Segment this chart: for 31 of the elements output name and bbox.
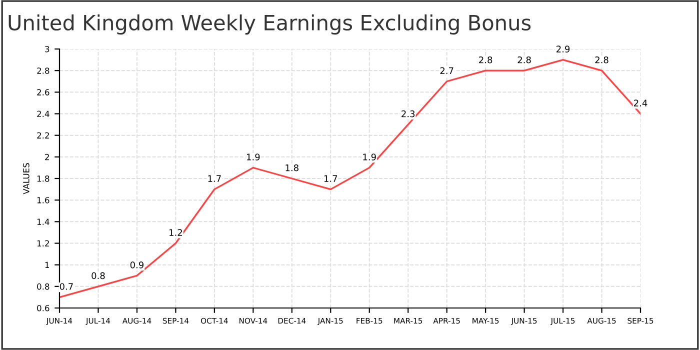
chart-title: United Kingdom Weekly Earnings Excluding Bonus xyxy=(8,14,531,35)
y-tick-label: 0.6 xyxy=(37,304,50,312)
y-tick-label: 1.4 xyxy=(37,218,50,225)
y-axis-title: VALUES xyxy=(23,163,30,194)
data-label: 1.8 xyxy=(286,164,298,172)
y-tick-label: 2.8 xyxy=(37,68,50,74)
data-label: 1.7 xyxy=(324,175,338,182)
y-tick-label: 0.8 xyxy=(37,283,50,290)
data-label: 2.9 xyxy=(556,46,570,52)
data-label: 2.8 xyxy=(518,56,531,64)
y-tick-label: 1.6 xyxy=(37,197,50,204)
y-tick-label: 1.8 xyxy=(37,175,50,182)
y-tick-label: 1.2 xyxy=(37,240,49,246)
y-tick-label: 2.4 xyxy=(37,110,50,117)
data-label: 2.4 xyxy=(634,100,648,106)
y-tick-label: 2 xyxy=(45,154,49,160)
y-tick-label: 1 xyxy=(45,262,50,268)
data-label: 0.9 xyxy=(130,261,144,268)
data-label: 0.8 xyxy=(92,272,105,280)
data-label: 2.3 xyxy=(402,110,415,118)
y-tick-label: 3 xyxy=(45,46,50,52)
data-label: 0.7 xyxy=(60,283,73,290)
data-label: 2.8 xyxy=(479,56,492,64)
data-label: 1.9 xyxy=(246,154,260,160)
y-tick-label: 2.6 xyxy=(37,89,50,96)
data-label: 2.8 xyxy=(595,56,608,64)
data-label: 1.7 xyxy=(208,175,221,182)
data-label: 1.2 xyxy=(170,229,182,236)
y-tick-label: 2.2 xyxy=(37,132,49,138)
data-label: 1.9 xyxy=(363,154,376,160)
data-label: 2.7 xyxy=(440,67,454,74)
